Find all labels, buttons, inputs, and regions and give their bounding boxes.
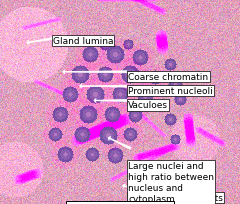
Text: Gland lumina: Gland lumina bbox=[53, 37, 113, 46]
Text: Adenocarcinoma: Adenocarcinoma bbox=[68, 203, 172, 204]
Text: Invasive tumor nests: Invasive tumor nests bbox=[128, 193, 223, 202]
Text: Coarse chromatin: Coarse chromatin bbox=[128, 72, 209, 81]
Text: Vaculoes: Vaculoes bbox=[128, 101, 168, 110]
Text: Prominent nucleoli: Prominent nucleoli bbox=[128, 87, 213, 96]
Text: Large nuclei and
high ratio between
nucleus and
cytoplasm: Large nuclei and high ratio between nucl… bbox=[128, 161, 214, 203]
